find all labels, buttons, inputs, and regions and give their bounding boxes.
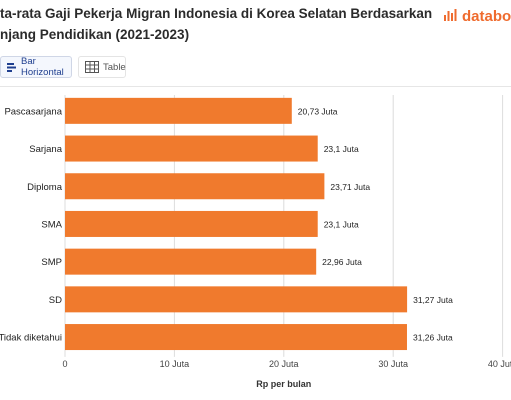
tab-table-label: Table	[103, 61, 126, 73]
view-tabs: Bar Horizontal Table	[0, 56, 126, 78]
tab-bar-horizontal[interactable]: Bar Horizontal	[0, 56, 72, 78]
category-label: Tidak diketahui	[0, 333, 62, 344]
bar-value-label: 31,27 Juta	[413, 295, 453, 305]
x-tick-label: 20 Juta	[269, 359, 299, 369]
bar-value-label: 23,71 Juta	[330, 182, 370, 192]
x-tick-label: 0	[62, 359, 67, 369]
tab-bar-horizontal-label: Bar Horizontal	[21, 56, 64, 78]
brand-name: databok	[462, 7, 511, 25]
divider	[0, 86, 511, 87]
bar-value-label: 23,1 Juta	[324, 144, 359, 154]
category-label: Pascasarjana	[4, 106, 62, 117]
x-axis-title: Rp per bulan	[256, 379, 311, 389]
x-tick-label: 40 Juta	[488, 359, 511, 369]
chart-title-line-2: njang Pendidikan (2021-2023)	[0, 27, 190, 42]
x-tick-label: 10 Juta	[160, 359, 190, 369]
category-label: Diploma	[27, 182, 63, 193]
bar	[65, 324, 407, 351]
brand-logo: databok	[443, 6, 511, 26]
table-icon	[85, 61, 99, 73]
category-label: SMP	[41, 257, 62, 268]
bar-value-label: 31,26 Juta	[413, 333, 453, 343]
tab-table[interactable]: Table	[78, 56, 126, 78]
bar	[65, 248, 317, 275]
bar-value-label: 22,96 Juta	[322, 257, 362, 267]
bar	[65, 210, 318, 237]
databoks-logo-icon	[444, 9, 457, 21]
bar	[65, 286, 408, 313]
category-label: Sarjana	[29, 144, 62, 155]
bar	[65, 135, 318, 162]
x-tick-label: 30 Juta	[378, 359, 408, 369]
category-label: SD	[49, 295, 62, 306]
bar	[65, 173, 325, 200]
bar-chart-icon	[7, 62, 17, 72]
chart-title: ta-rata Gaji Pekerja Migran Indonesia di…	[0, 3, 440, 45]
category-label: SMA	[41, 219, 62, 230]
bar	[65, 97, 292, 124]
chart-title-line-1: ta-rata Gaji Pekerja Migran Indonesia di…	[0, 6, 433, 21]
bar-value-label: 23,1 Juta	[324, 219, 359, 229]
bar-value-label: 20,73 Juta	[298, 106, 338, 116]
